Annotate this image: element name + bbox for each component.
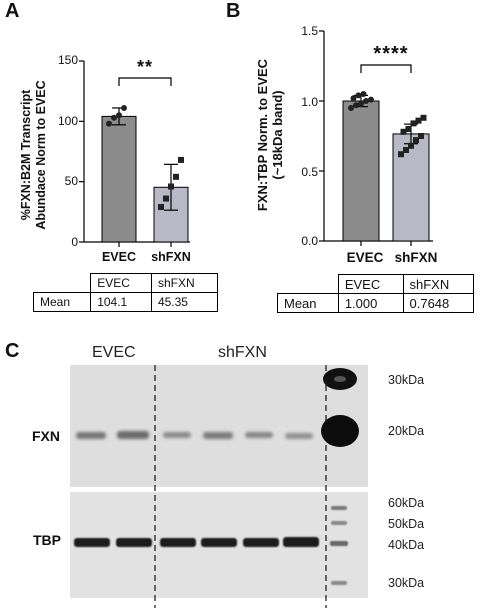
data-point	[403, 147, 409, 153]
tbp-band	[74, 538, 110, 547]
table-cell: 0.7648	[402, 293, 474, 313]
panel-b-chart	[319, 30, 433, 246]
tbp-band	[201, 538, 237, 547]
panel-a-letter: A	[5, 0, 20, 22]
panel-b-significance: ****	[373, 43, 409, 65]
fxn-band	[203, 432, 233, 439]
data-point	[178, 156, 184, 163]
panel-a-ytick: 150	[57, 53, 78, 67]
tbp-band	[243, 538, 279, 547]
data-point	[410, 120, 417, 127]
table-header: EVEC	[90, 273, 152, 293]
bar-evec	[342, 100, 380, 242]
panel-a-chart	[79, 60, 190, 247]
data-point	[350, 95, 357, 102]
blot-membrane-top	[70, 365, 368, 487]
panel-b-ytick: 0.0	[301, 234, 318, 248]
mw-label: 30kDa	[388, 373, 425, 387]
panel-b-letter: B	[226, 0, 241, 22]
ladder-band-highlight	[334, 376, 346, 382]
panel-b-mean-table: EVEC shFXN Mean 1.000 0.7648	[277, 274, 474, 313]
ladder-band-40kda	[330, 541, 348, 546]
tbp-band	[160, 538, 196, 547]
data-point	[413, 137, 419, 144]
table-header: shFXN	[402, 274, 474, 294]
fxn-bands	[76, 431, 313, 439]
table-cell	[33, 273, 92, 293]
table-header: shFXN	[150, 273, 219, 293]
panel-b-xtick: shFXN	[394, 250, 438, 265]
fxn-band	[285, 433, 313, 439]
tbp-band	[283, 537, 319, 547]
fxn-band	[163, 432, 191, 438]
panel-b-xtick: EVEC	[346, 250, 384, 265]
data-point	[405, 126, 412, 132]
significance-bracket	[360, 64, 412, 73]
data-point	[398, 151, 404, 158]
data-point	[106, 120, 112, 127]
bar-shfxn	[392, 133, 430, 242]
ladder-band-20kda	[321, 415, 359, 447]
fxn-band	[117, 431, 149, 439]
tbp-bands	[74, 537, 319, 547]
data-point	[348, 105, 354, 111]
data-point	[111, 114, 117, 121]
data-point	[158, 204, 164, 211]
table-row-label: Mean	[32, 292, 92, 312]
panel-a-ytick: 0	[71, 235, 78, 249]
table-row-label: Mean	[277, 293, 339, 313]
mw-label: 20kDa	[388, 424, 425, 438]
fxn-band	[245, 432, 273, 438]
bar-evec	[101, 115, 137, 243]
data-point	[121, 105, 127, 112]
mw-label: 60kDa	[388, 496, 425, 510]
significance-bracket	[118, 77, 172, 86]
mw-label: 50kDa	[388, 517, 425, 531]
fxn-band	[76, 432, 106, 439]
mw-label: 30kDa	[388, 576, 425, 590]
panel-a-mean-table: EVEC shFXN Mean 104.1 45.35	[32, 273, 219, 312]
data-point	[173, 173, 179, 180]
data-point	[116, 112, 122, 119]
blot-row-label-fxn: FXN	[32, 428, 60, 444]
ladder-bottom	[330, 506, 348, 585]
ladder-band-60kda	[331, 506, 347, 510]
panel-a-xtick: shFXN	[151, 250, 191, 264]
data-point	[368, 96, 374, 103]
data-point	[418, 133, 424, 139]
panel-b-ytick: 1.0	[301, 95, 318, 109]
panel-b-ytick: 0.5	[301, 165, 318, 179]
panel-a-significance: **	[136, 57, 153, 77]
blot-lane-label-evec: EVEC	[92, 344, 136, 361]
bar-shfxn	[153, 186, 189, 243]
table-cell: 1.000	[337, 293, 404, 313]
table-cell: 45.35	[150, 292, 219, 312]
data-point	[420, 114, 427, 121]
ladder-band-30kda-bottom	[331, 581, 347, 585]
panel-a-xtick: EVEC	[101, 250, 137, 264]
table-cell: 104.1	[90, 292, 152, 312]
blot-lane-label-shfxn: shFXN	[218, 344, 267, 361]
data-point	[353, 102, 359, 109]
data-point	[358, 100, 364, 107]
western-blot	[70, 365, 368, 608]
data-point	[163, 195, 169, 202]
data-point	[408, 142, 414, 149]
table-cell	[277, 274, 339, 294]
mw-label: 40kDa	[388, 538, 425, 552]
data-point	[363, 98, 369, 104]
data-point	[415, 117, 422, 124]
tbp-band	[116, 538, 152, 547]
ladder-band-50kda	[331, 521, 347, 525]
blot-row-label-tbp: TBP	[33, 532, 61, 548]
panel-a-ytick: 50	[64, 174, 78, 188]
data-point	[355, 92, 362, 99]
panel-a-ytick: 100	[57, 114, 78, 128]
table-header: EVEC	[337, 274, 404, 294]
panel-b-ytick: 1.5	[301, 24, 318, 38]
data-point	[360, 91, 367, 97]
data-point	[168, 183, 174, 190]
panel-c-letter: C	[5, 340, 20, 362]
data-point	[400, 128, 407, 135]
